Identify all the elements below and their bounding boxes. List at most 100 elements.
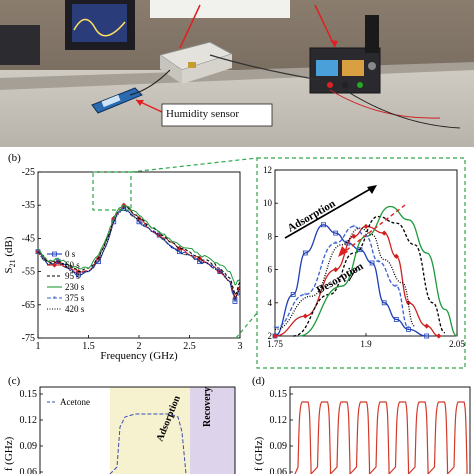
adsorption-arrow: [284, 187, 373, 239]
y-tick-label: 0.15: [270, 389, 288, 400]
inset-series-marker: *: [334, 240, 338, 248]
inset-series-marker: *: [304, 292, 308, 300]
main-series-marker: *: [137, 219, 141, 227]
inset-series-marker: [424, 323, 430, 329]
inset-x-tick-label: 1.9: [360, 339, 372, 349]
inset-series-marker: *: [273, 325, 277, 333]
panel-c-label: (c): [8, 375, 21, 387]
inset-series-marker: [393, 316, 399, 322]
inset-series: * * * * * * * *: [272, 205, 458, 339]
main-x-tick-label: 2: [137, 341, 142, 352]
legend-label: 0 s: [65, 249, 76, 259]
inset-series-line: [274, 227, 416, 331]
inset-series-marker: [424, 333, 430, 339]
main-series-marker: *: [112, 219, 116, 227]
panel-c-y-ticks: 0.15 0.12 0.09 0.06: [20, 389, 43, 474]
main-y-tick-label: -55: [22, 267, 35, 278]
inset-y-tick-label: 10: [263, 198, 273, 208]
y-tick-label: 0.06: [270, 467, 288, 474]
panel-c-frame: [39, 386, 236, 474]
inset-x-tick-label: 1.75: [267, 339, 283, 349]
panel-c: 0.150.120.090.06 Acetone Adsorption Reco…: [3, 386, 236, 474]
inset-series-marker: [381, 300, 387, 306]
inset-series-marker: [363, 223, 369, 230]
main-y-tick-label: -35: [22, 200, 35, 211]
inset-plot-frame: [274, 169, 458, 337]
main-series-marker: *: [178, 249, 182, 257]
inset-outer-frame: [256, 157, 466, 369]
legend-marker: *: [53, 295, 57, 303]
legend-marker: [52, 251, 57, 257]
inset-x-tick-label: 2.05: [449, 339, 465, 349]
inset-y-ticks: 4 6 8 10 12 2: [263, 165, 278, 341]
main-x-tick-label: 3: [238, 341, 243, 352]
inset-series-marker: [290, 292, 296, 297]
y-tick-label: 0.15: [20, 389, 38, 400]
main-series-marker: *: [56, 259, 60, 267]
whiteboard: [150, 0, 290, 18]
inset-series-line: [293, 215, 446, 337]
y-tick-label: 0.12: [270, 415, 288, 426]
panel-c-recovery-label: Recovery: [202, 387, 213, 427]
inset-series-marker: [351, 233, 357, 239]
inset-series-marker: [357, 247, 363, 253]
main-series: * * * * * * * * * * * *: [35, 202, 241, 306]
panel-b: -25-35-45-55-65-75 1 1.5 2 2.5 3 ***********…: [3, 157, 466, 369]
inset-series-line: [299, 205, 458, 337]
main-series-marker: *: [77, 272, 81, 280]
main-x-tick-label: 2.5: [183, 341, 196, 352]
inset-series-marker: [302, 250, 308, 256]
legend-label: 420 s: [65, 304, 85, 314]
main-y-ticks: -25 -35 -45 -55 -65 -75: [22, 167, 41, 344]
y-tick-label: 0.12: [20, 415, 38, 426]
inset-series-line: [274, 224, 427, 337]
inset-series-marker: *: [352, 223, 356, 231]
main-x-tick-label: 1: [36, 341, 41, 352]
panel-d: 0.15 0.12 0.09 0.06 f (GHz): [253, 386, 471, 474]
y-tick-label: 0.09: [20, 441, 38, 452]
setup-photo: Humidity sensor: [0, 0, 474, 147]
main-series-line: [37, 207, 241, 300]
main-y-tick-label: -25: [22, 167, 35, 178]
inset-series-marker: [405, 300, 412, 306]
inset-series-line: [274, 225, 410, 329]
zoom-region-box: [92, 171, 132, 211]
inset-y-tick-label: 12: [263, 165, 272, 175]
inset-series-marker: [369, 260, 375, 266]
handheld-meter: [91, 87, 143, 114]
main-series-line: [37, 206, 241, 297]
main-series-marker: *: [157, 232, 161, 240]
panel-d-y-label: f (GHz): [253, 436, 265, 471]
panel-d-frame: [289, 386, 471, 474]
y-tick-label: 0.06: [20, 467, 38, 474]
y-tick-label: 0.09: [270, 441, 288, 452]
inset-y-tick-label: 6: [268, 265, 273, 275]
power-supply: [309, 15, 381, 94]
inset-series-marker: *: [407, 325, 411, 333]
inset-series-marker: *: [376, 258, 380, 266]
legend-marker: [51, 262, 58, 268]
sensor-chamber: [158, 41, 234, 84]
legend-label: 95 s: [65, 271, 80, 281]
legend-label: 375 s: [65, 293, 85, 303]
panel-b-label: (b): [8, 152, 21, 164]
humidity-sensor-callout-box: [161, 103, 273, 127]
main-x-ticks: 1 1.5 2 2.5 3: [36, 335, 243, 352]
recovery-band: [190, 387, 235, 474]
cyclic-response-curve: [294, 401, 468, 474]
panel-d-label: (d): [252, 375, 265, 387]
inset-y-tick-label: 4: [268, 298, 273, 308]
inset-series-marker: [333, 230, 339, 236]
adsorption-band: [110, 387, 190, 474]
main-y-tick-label: -45: [22, 233, 35, 244]
panel-c-y-label: f (GHz): [3, 436, 15, 471]
inset-series-marker: *: [395, 283, 399, 291]
inset-y-tick-label: 2: [268, 331, 273, 341]
inset-y-tick-label: 8: [268, 231, 273, 241]
main-series-marker: *: [97, 259, 101, 267]
legend-label: 60 s: [65, 260, 80, 270]
main-x-tick-label: 1.5: [82, 341, 95, 352]
inset-series-line: [274, 225, 439, 337]
main-x-label: Frequency (GHz): [100, 350, 178, 362]
